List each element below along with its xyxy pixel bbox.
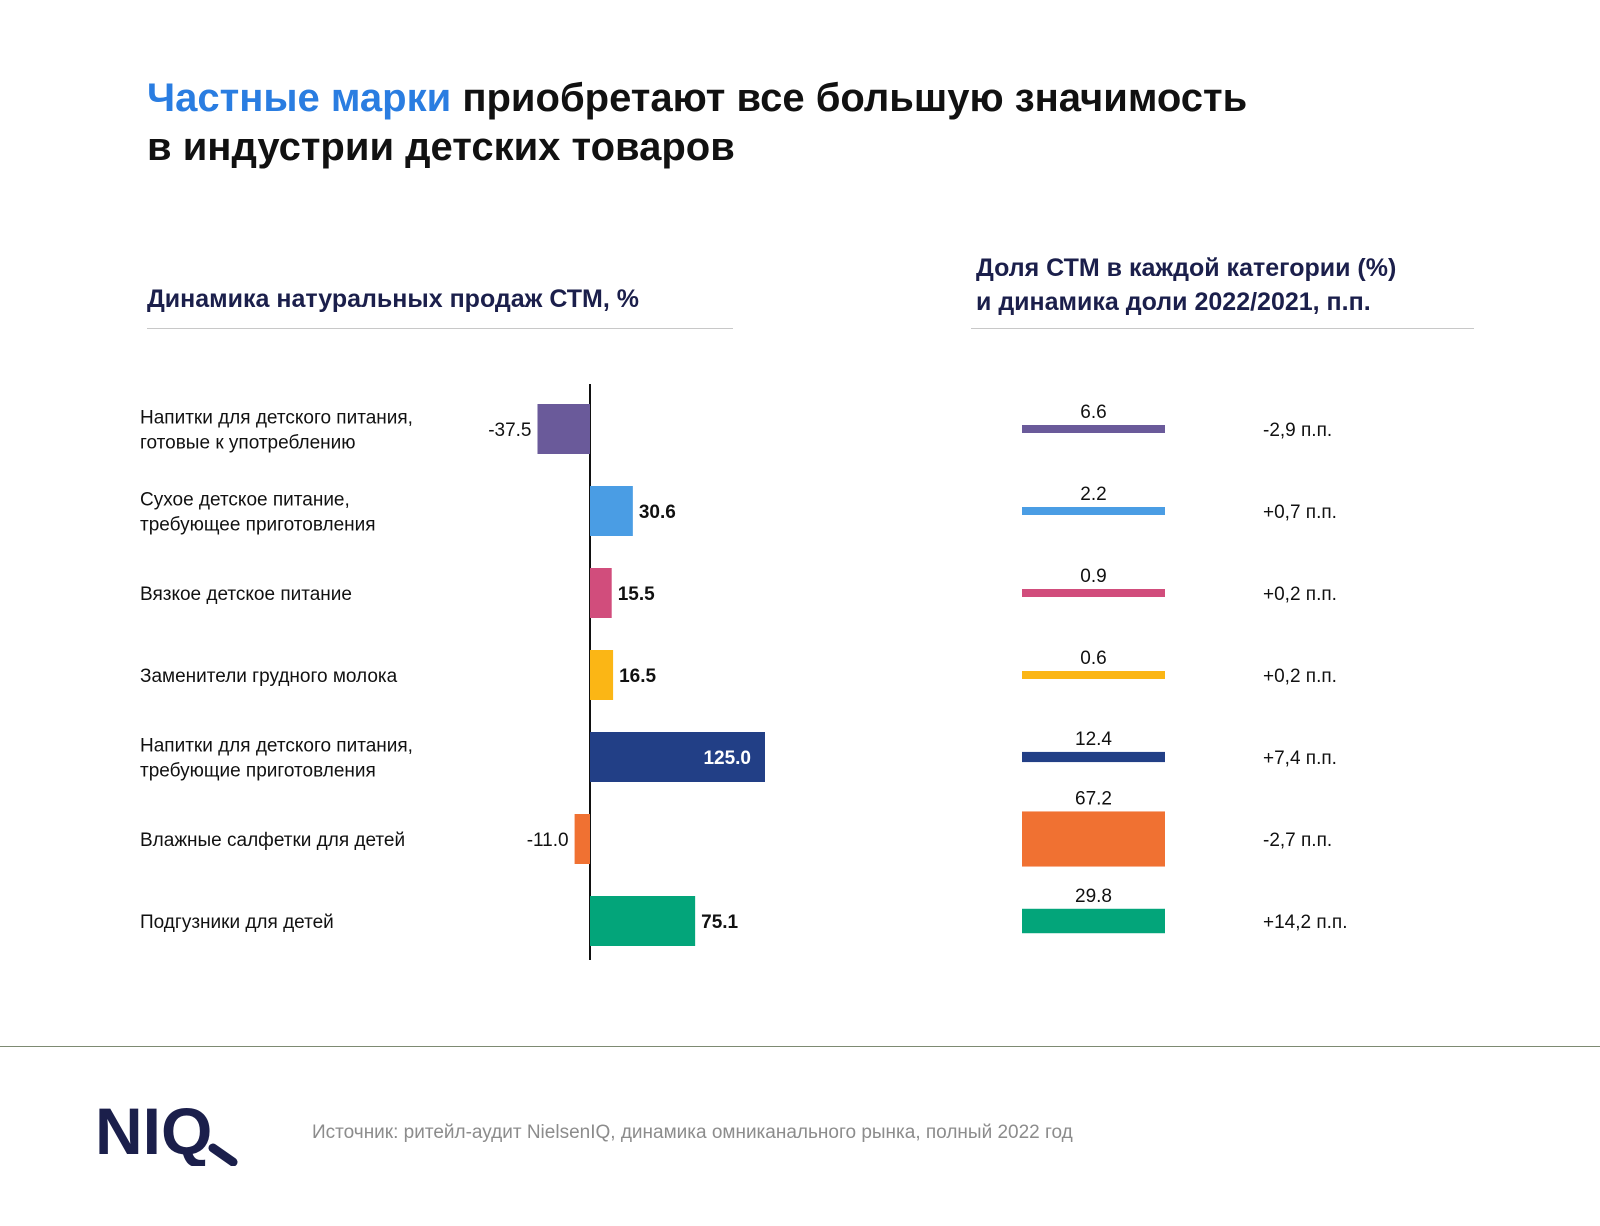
category-label-line: Напитки для детского питания, xyxy=(140,408,413,429)
category-label: Напитки для детского питания, требующие п… xyxy=(140,736,413,782)
logo-text: NIQ xyxy=(95,1096,212,1166)
right-title-rule xyxy=(971,328,1474,329)
title-accent: Частные марки xyxy=(147,76,452,120)
share-value-label: 67.2 xyxy=(1075,788,1112,809)
share-change-label: +0,2 п.п. xyxy=(1263,666,1337,687)
page-title: Частные марки приобретают все большую зн… xyxy=(147,74,1347,172)
share-change-label: +0,2 п.п. xyxy=(1263,584,1337,605)
share-bar xyxy=(1022,507,1165,515)
share-value-label: 12.4 xyxy=(1075,729,1112,750)
sales-value-label: 75.1 xyxy=(701,912,738,933)
share-value-label: 29.8 xyxy=(1075,886,1112,907)
source-note: Источник: ритейл-аудит NielsenIQ, динами… xyxy=(312,1122,1073,1143)
category-label-line: Напитки для детского питания, xyxy=(140,736,413,757)
sales-value-label: 125.0 xyxy=(703,748,751,769)
sales-bar xyxy=(590,732,765,782)
share-value-label: 2.2 xyxy=(1080,484,1106,505)
share-value-label: 0.9 xyxy=(1080,566,1106,587)
share-bar xyxy=(1022,908,1165,934)
sales-value-label: 16.5 xyxy=(619,666,656,687)
title-line1: приобретают все большую значимость xyxy=(451,76,1248,120)
share-change-label: -2,9 п.п. xyxy=(1263,420,1332,441)
sales-value-label: -11.0 xyxy=(527,830,569,851)
share-change-label: +7,4 п.п. xyxy=(1263,748,1337,769)
left-title-rule xyxy=(147,328,733,329)
left-chart-title: Динамика натуральных продаж СТМ, % xyxy=(147,285,639,313)
sales-bar xyxy=(590,486,633,536)
sales-bar xyxy=(590,896,696,946)
sales-value-label: -37.5 xyxy=(488,420,531,441)
sales-bar xyxy=(590,568,612,618)
share-change-label: -2,7 п.п. xyxy=(1263,830,1332,851)
category-label: Заменители грудного молока xyxy=(140,666,398,687)
share-change-label: +14,2 п.п. xyxy=(1263,912,1348,933)
category-label: Подгузники для детей xyxy=(140,912,334,933)
title-line2: в индустрии детских товаров xyxy=(147,125,735,169)
category-label: Сухое детское питание, требующее приготов… xyxy=(140,490,376,536)
category-label: Влажные салфетки для детей xyxy=(140,830,405,851)
category-label: Вязкое детское питание xyxy=(140,584,352,605)
category-label-line: требующие приготовления xyxy=(140,761,376,782)
sales-bar xyxy=(590,650,614,700)
category-label: Напитки для детского питания, готовые к у… xyxy=(140,408,413,454)
share-bar xyxy=(1022,589,1165,597)
sales-value-label: 15.5 xyxy=(618,584,655,605)
category-label-line: Заменители грудного молока xyxy=(140,666,398,687)
sales-bar xyxy=(537,404,590,454)
share-value-label: 6.6 xyxy=(1080,402,1106,423)
category-label-line: Вязкое детское питание xyxy=(140,584,352,605)
right-title-line2: и динамика доли 2022/2021, п.п. xyxy=(976,288,1371,316)
share-bar xyxy=(1022,811,1165,867)
niq-logo: NIQ xyxy=(95,1096,238,1166)
category-label-line: Влажные салфетки для детей xyxy=(140,830,405,851)
share-bar xyxy=(1022,751,1165,763)
share-bar xyxy=(1022,425,1165,433)
share-value-label: 0.6 xyxy=(1080,648,1106,669)
sales-value-label: 30.6 xyxy=(639,502,676,523)
sales-bar xyxy=(574,814,590,864)
category-label-line: Подгузники для детей xyxy=(140,912,334,933)
right-title-line1: Доля СТМ в каждой категории (%) xyxy=(976,254,1397,282)
category-label-line: готовые к употреблению xyxy=(140,433,356,454)
share-change-label: +0,7 п.п. xyxy=(1263,502,1337,523)
share-bar xyxy=(1022,671,1165,679)
category-label-line: Сухое детское питание, xyxy=(140,490,350,511)
logo-q-tail xyxy=(208,1143,238,1166)
right-chart-title: Доля СТМ в каждой категории (%) и динамик… xyxy=(976,251,1396,319)
category-label-line: требующее приготовления xyxy=(140,515,376,536)
footer-divider xyxy=(0,1046,1600,1047)
